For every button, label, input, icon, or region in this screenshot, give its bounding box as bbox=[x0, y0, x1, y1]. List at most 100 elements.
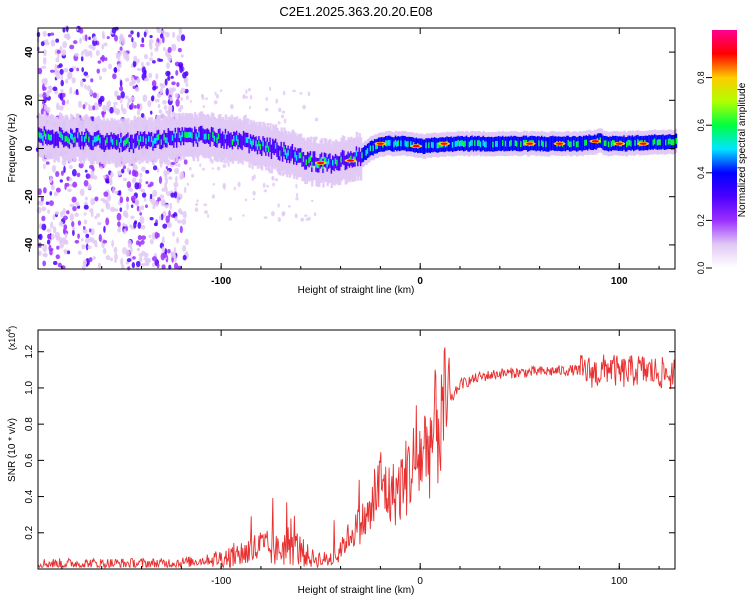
noise-speckle bbox=[84, 52, 90, 57]
ridge-core bbox=[189, 132, 193, 138]
noise-speckle bbox=[96, 68, 100, 74]
noise-speckle bbox=[167, 46, 172, 54]
ridge-core bbox=[50, 134, 53, 141]
noise-speckle bbox=[282, 90, 286, 96]
ridge-core bbox=[365, 149, 368, 156]
ridge-core bbox=[626, 141, 629, 148]
noise-speckle bbox=[184, 238, 189, 246]
noise-speckle bbox=[41, 206, 47, 212]
noise-speckle bbox=[263, 216, 268, 219]
noise-speckle bbox=[161, 264, 166, 270]
noise-speckle bbox=[155, 73, 159, 80]
ridge-core bbox=[174, 132, 177, 138]
noise-speckle bbox=[149, 193, 153, 200]
snr-xtick-label: 0 bbox=[417, 576, 423, 587]
colorbar-label: Normalized spectral amplitude bbox=[737, 82, 748, 217]
ridge-core bbox=[400, 140, 403, 147]
noise-speckle bbox=[119, 98, 123, 104]
ridge-core bbox=[323, 156, 327, 163]
noise-speckle bbox=[173, 181, 179, 188]
noise-speckle bbox=[100, 208, 105, 213]
ridge-core bbox=[38, 131, 41, 138]
noise-speckle bbox=[59, 68, 64, 75]
colorbar: 0.0 0.2 0.4 0.6 0.8 Normalized spectral ampl… bbox=[696, 30, 748, 274]
ridge-core bbox=[128, 141, 131, 148]
noise-speckle bbox=[211, 167, 214, 170]
ridge-core bbox=[60, 132, 63, 138]
noise-speckle bbox=[110, 171, 114, 178]
ridge-band bbox=[226, 134, 229, 150]
noise-speckle bbox=[47, 33, 51, 37]
ridge-band bbox=[497, 136, 501, 151]
ridge-band bbox=[54, 131, 58, 147]
noise-speckle bbox=[101, 111, 105, 116]
noise-speckle bbox=[78, 162, 84, 169]
noise-speckle bbox=[119, 86, 124, 92]
noise-speckle bbox=[43, 163, 46, 170]
noise-speckle bbox=[134, 198, 140, 207]
noise-speckle bbox=[155, 41, 159, 48]
ridge-band bbox=[288, 148, 292, 164]
noise-speckle bbox=[195, 202, 199, 206]
noise-speckle bbox=[92, 256, 96, 260]
ridge-band bbox=[433, 137, 437, 152]
noise-speckle bbox=[121, 168, 125, 174]
ridge-band bbox=[421, 138, 424, 153]
noise-speckle bbox=[264, 107, 269, 112]
ridge-core bbox=[514, 140, 517, 147]
ridge-band bbox=[86, 130, 90, 146]
noise-speckle bbox=[55, 57, 60, 63]
noise-speckle bbox=[160, 199, 166, 207]
noise-speckle bbox=[46, 106, 51, 114]
snr-panel: -100 0 100 0.2 0.4 0.6 0.8 1.0 1.2 Height of str… bbox=[6, 326, 676, 596]
noise-speckle bbox=[212, 183, 216, 186]
noise-speckle bbox=[149, 57, 153, 62]
noise-speckle bbox=[167, 248, 171, 254]
noise-speckle bbox=[87, 245, 92, 250]
ridge-band bbox=[260, 141, 264, 156]
noise-speckle bbox=[64, 239, 69, 244]
noise-speckle bbox=[45, 91, 50, 98]
noise-speckle bbox=[71, 168, 77, 177]
noise-speckle bbox=[171, 43, 177, 51]
ridge-core bbox=[213, 135, 216, 142]
ridge-core bbox=[327, 158, 331, 165]
noise-speckle bbox=[136, 103, 141, 110]
ridge-band bbox=[449, 137, 452, 152]
noise-speckle bbox=[185, 83, 189, 87]
ridge-band bbox=[517, 136, 520, 152]
ridge-hotspot-core bbox=[526, 142, 534, 145]
noise-speckle bbox=[129, 188, 133, 192]
ridge-band bbox=[481, 136, 484, 152]
noise-speckle bbox=[77, 233, 80, 239]
ridge-core bbox=[283, 146, 286, 153]
ridge-band bbox=[234, 132, 237, 147]
ridge-core bbox=[665, 139, 668, 146]
noise-speckle bbox=[97, 222, 102, 226]
noise-speckle bbox=[144, 77, 149, 82]
noise-speckle bbox=[69, 203, 75, 208]
noise-speckle bbox=[135, 260, 141, 268]
noise-speckle bbox=[72, 226, 76, 230]
noise-speckle bbox=[87, 183, 92, 190]
ridge-core bbox=[249, 138, 253, 145]
ridge-core bbox=[656, 139, 660, 146]
noise-speckle bbox=[162, 36, 165, 44]
ridge-band bbox=[89, 134, 92, 150]
noise-speckle bbox=[55, 235, 61, 241]
ridge-band bbox=[493, 136, 497, 152]
ridge-core bbox=[166, 137, 169, 144]
noise-speckle bbox=[125, 95, 129, 100]
ridge-band bbox=[90, 135, 94, 150]
noise-speckle bbox=[94, 196, 99, 202]
noise-speckle bbox=[85, 233, 90, 238]
ridge-band bbox=[192, 132, 196, 147]
ridge-core bbox=[152, 140, 155, 147]
noise-speckle bbox=[38, 200, 44, 206]
ridge-core bbox=[474, 140, 477, 147]
noise-speckle bbox=[83, 71, 89, 76]
ridge-core bbox=[185, 132, 189, 138]
ridge-band bbox=[666, 134, 669, 150]
ridge-core bbox=[265, 145, 268, 152]
ridge-band bbox=[330, 159, 334, 174]
